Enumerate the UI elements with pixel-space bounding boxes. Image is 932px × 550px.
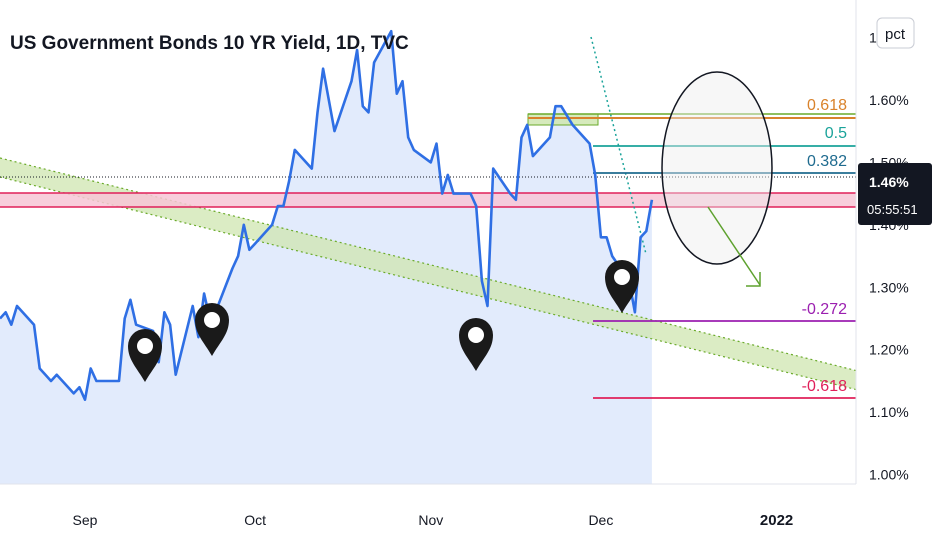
x-axis-ticks: Sep Oct Nov Dec 2022 [73,512,794,529]
y-tick-label: 1.20% [869,342,909,358]
fibonacci-levels[interactable] [528,113,856,399]
x-tick-label: Sep [73,512,98,528]
x-tick-label: Dec [588,512,613,528]
x-tick-label: Nov [418,512,443,528]
descending-channel[interactable] [0,158,870,393]
current-price-label[interactable]: 1.46% 05:55:51 [858,163,932,225]
scale-mode-label: pct [885,26,906,43]
resistance-box[interactable] [527,113,599,126]
current-price-value: 1.46% [869,174,909,190]
support-zone-band[interactable] [0,193,856,207]
pin-marker-icon [195,303,229,356]
time-axis[interactable] [0,484,932,550]
countdown-timer: 05:55:51 [867,202,918,217]
scale-mode-button[interactable]: pct [876,17,915,49]
y-tick-label: 1.00% [869,467,909,483]
y-tick-label: 1.30% [869,279,909,295]
fib-label-0618: 0.618 [807,97,847,114]
down-arrow-annotation[interactable] [707,206,761,287]
fib-label-05: 0.5 [825,125,847,142]
y-tick-label: 1.10% [869,404,909,420]
x-tick-label: Oct [244,512,266,528]
pin-marker-icon [459,318,493,371]
fib-label-0382: 0.382 [807,153,847,170]
fib-label-m0272: -0.272 [802,301,847,318]
pin-marker-icon [128,329,162,382]
chart-title: US Government Bonds 10 YR Yield, 1D, TVC [10,33,409,54]
x-tick-label: 2022 [760,512,793,529]
pin-marker-icon [605,260,639,313]
fib-label-m0618: -0.618 [802,378,847,395]
price-axis[interactable] [856,0,932,484]
y-tick-label: 1.60% [869,92,909,108]
yield-line[interactable] [0,29,654,401]
circle-annotation[interactable] [661,71,773,265]
